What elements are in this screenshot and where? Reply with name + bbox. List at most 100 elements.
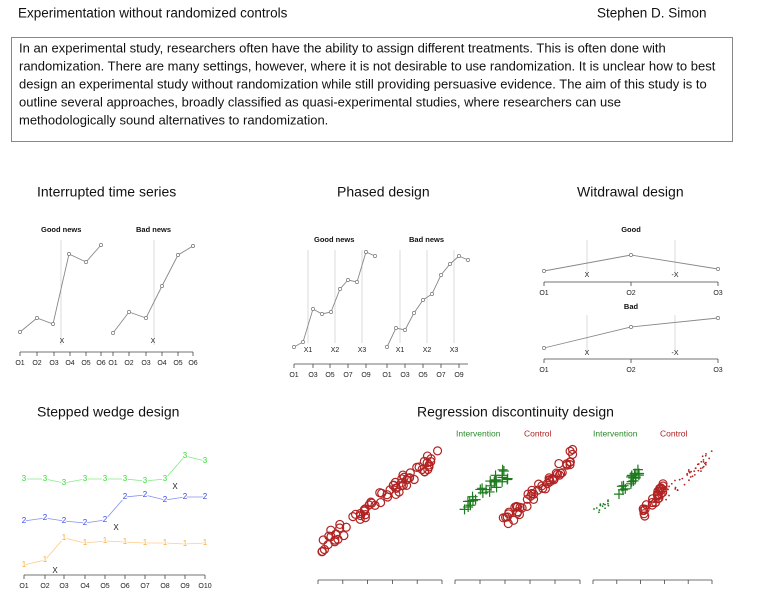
tick-label: O9 xyxy=(454,372,463,379)
point xyxy=(632,464,643,475)
tick-label: O3 xyxy=(141,360,150,367)
point xyxy=(317,546,327,556)
point xyxy=(439,273,443,277)
point xyxy=(542,269,546,273)
tick-label: O1 xyxy=(15,360,24,367)
point xyxy=(547,474,558,484)
point xyxy=(701,455,704,458)
point xyxy=(481,484,492,495)
point xyxy=(687,469,690,471)
point xyxy=(370,500,380,510)
series-line xyxy=(543,254,719,272)
point xyxy=(703,462,706,465)
point xyxy=(301,340,305,344)
point xyxy=(567,444,578,455)
abstract-line: methodologically sound alternatives to r… xyxy=(19,112,328,127)
tick-label: O7 xyxy=(140,583,149,590)
point xyxy=(655,484,665,494)
point xyxy=(688,470,690,473)
point xyxy=(613,489,624,500)
series-line xyxy=(24,455,206,484)
point-symbol: 1 xyxy=(203,538,208,547)
point xyxy=(463,502,474,513)
point xyxy=(670,482,673,485)
series-line xyxy=(23,537,206,566)
point xyxy=(84,260,88,264)
point xyxy=(398,480,408,490)
point xyxy=(346,278,350,282)
point xyxy=(509,515,519,525)
tick-label: O1 xyxy=(539,290,548,297)
tick-label: X3 xyxy=(450,347,459,354)
point xyxy=(604,503,606,506)
point xyxy=(430,292,434,296)
point xyxy=(529,489,539,499)
tick-label: O3 xyxy=(400,372,409,379)
tick-label: O3 xyxy=(59,583,68,590)
point-symbol: 1 xyxy=(103,536,108,545)
point xyxy=(397,474,407,484)
abstract-line: randomization. There are many settings, … xyxy=(19,58,716,73)
abstract-line: outline several approaches, broadly clas… xyxy=(19,94,621,109)
point xyxy=(412,311,416,315)
point xyxy=(467,491,478,502)
point xyxy=(403,328,407,332)
point xyxy=(699,467,702,470)
point xyxy=(607,502,609,505)
point-symbol: 3 xyxy=(143,476,148,485)
series-line xyxy=(386,255,469,348)
tick-label: -X xyxy=(672,350,679,357)
tick-label: X xyxy=(151,338,156,345)
point xyxy=(665,498,667,501)
point xyxy=(111,331,115,335)
point xyxy=(701,466,704,469)
point xyxy=(417,464,427,475)
point-symbol: 2 xyxy=(123,492,128,501)
point xyxy=(689,476,692,478)
point xyxy=(375,497,386,508)
tick-label: X3 xyxy=(358,347,367,354)
point xyxy=(320,312,324,316)
point xyxy=(160,284,164,288)
point xyxy=(595,507,598,509)
point xyxy=(693,473,696,476)
point-symbol: 2 xyxy=(62,516,67,525)
point-symbol: 2 xyxy=(43,513,48,522)
point xyxy=(350,509,361,519)
point xyxy=(329,310,333,314)
point xyxy=(414,462,424,472)
point xyxy=(601,505,604,508)
point xyxy=(607,499,609,502)
point xyxy=(512,502,523,512)
tick-label: X1 xyxy=(304,347,313,354)
point xyxy=(364,250,368,254)
tick-label: O7 xyxy=(436,372,445,379)
point xyxy=(593,508,595,510)
point xyxy=(565,457,575,467)
tick-label: O4 xyxy=(65,360,74,367)
point xyxy=(99,243,103,247)
point xyxy=(697,463,700,465)
point xyxy=(690,470,692,473)
point-symbol: 2 xyxy=(183,492,188,501)
point xyxy=(498,513,508,523)
title: Experimentation without randomized contr… xyxy=(18,6,288,21)
point xyxy=(466,258,470,262)
point xyxy=(667,488,669,491)
point xyxy=(681,477,684,480)
tick-label: O6 xyxy=(188,360,197,367)
point xyxy=(638,504,648,514)
tick-label: X1 xyxy=(396,347,405,354)
point-symbol: 1 xyxy=(183,539,188,548)
tick-label: O1 xyxy=(19,583,28,590)
tick-label: O2 xyxy=(124,360,133,367)
point xyxy=(538,483,548,493)
point xyxy=(502,474,513,485)
series-line xyxy=(19,244,102,333)
plot-label: Intervention xyxy=(456,428,501,438)
point xyxy=(705,452,707,455)
point xyxy=(686,474,689,476)
tick-label: O3 xyxy=(49,360,58,367)
point-symbol: 2 xyxy=(143,490,148,499)
